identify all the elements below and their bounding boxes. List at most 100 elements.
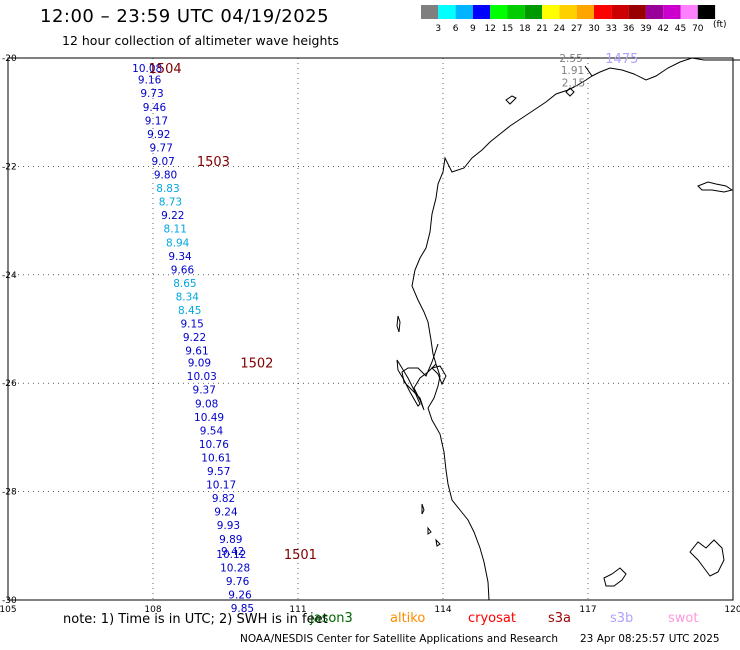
track-1475: 2.551.912.15 1475 (559, 52, 638, 89)
colorbar-swatch (455, 5, 473, 19)
colorbar-swatch (680, 5, 698, 19)
wave-height-label: 9.77 (150, 142, 173, 154)
pass-number-label: 1502 (240, 357, 273, 372)
longitude-tick-label: 114 (434, 605, 451, 612)
wave-height-label: 2.55 (559, 53, 582, 65)
colorbar-swatch (559, 5, 577, 19)
wave-height-label: 9.82 (212, 493, 235, 505)
wave-height-label: 9.24 (214, 507, 238, 519)
wave-height-label: 2.15 (562, 77, 585, 89)
wave-height-label: 9.85 (231, 603, 254, 612)
footer-credit: NOAA/NESDIS Center for Satellite Applica… (240, 633, 558, 645)
colorbar-tick-label: 70 (692, 24, 704, 34)
wave-height-label: 10.28 (220, 562, 250, 574)
longitude-tick-label: 120 (724, 605, 740, 612)
wave-height-label: 9.17 (145, 115, 168, 127)
colorbar-swatch (594, 5, 612, 19)
latitude-tick-label: -22 (2, 162, 17, 172)
colorbar-swatch (628, 5, 646, 19)
longitude-tick-label: 117 (579, 605, 596, 612)
coastline (396, 57, 740, 601)
wave-height-label: 9.22 (161, 210, 184, 222)
colorbar-swatch (421, 5, 439, 19)
colorbar-tick-label: 36 (623, 24, 635, 34)
wave-height-label: 10.12 (216, 549, 246, 561)
colorbar-swatch (576, 5, 594, 19)
wave-height-label: 9.61 (185, 346, 208, 358)
wave-height-label: 9.22 (183, 332, 206, 344)
inland-lake-south (603, 539, 725, 587)
australia-coastline (411, 65, 593, 601)
colorbar-swatch (490, 5, 508, 19)
satellite-legend-s3b: s3b (610, 611, 634, 626)
latitude-tick-label: -24 (2, 271, 17, 281)
track-1503: 9.079.808.838.739.228.118.949.349.668.65… (151, 155, 230, 358)
units-note: note: 1) Time is in UTC; 2) SWH is in fe… (63, 612, 328, 627)
latitude-tick-label: -30 (2, 596, 17, 606)
wave-height-label: 8.83 (156, 183, 179, 195)
longitude-tick-label: 108 (144, 605, 161, 612)
colorbar-tick-label: 39 (640, 24, 652, 34)
colorbar-tick-label: 18 (519, 24, 531, 34)
wave-height-label: 10.08 (132, 63, 162, 75)
pass-number-label: 1503 (197, 155, 230, 170)
wave-height-label: 9.34 (168, 251, 192, 263)
wave-height-label: 8.34 (176, 291, 200, 303)
wave-height-label: 9.09 (188, 358, 211, 370)
footer-timestamp: 23 Apr 08:25:57 UTC 2025 (580, 633, 720, 645)
wave-height-label: 10.17 (206, 480, 236, 492)
colorbar-tick-label: 9 (470, 24, 476, 34)
wave-height-label: 8.45 (178, 305, 201, 317)
latitude-tick-label: -26 (2, 379, 17, 389)
wave-height-label: 9.57 (207, 466, 230, 478)
satellite-legend-cryosat: cryosat (468, 611, 516, 626)
bernier-island (396, 315, 401, 333)
colorbar-swatch (542, 5, 560, 19)
satellite-legend-swot: swot (668, 611, 699, 626)
colorbar-swatch (663, 5, 681, 19)
colorbar-tick-label: 45 (675, 24, 686, 34)
map-frame (7, 57, 734, 601)
satellite-legend-jason3: jason3 (310, 611, 353, 626)
pass-number-label: 1501 (284, 548, 317, 563)
colorbar-swatch (472, 5, 491, 19)
wave-height-label: 8.65 (173, 278, 196, 290)
colorbar-tick-label: 30 (588, 24, 600, 34)
wave-height-label: 8.73 (159, 197, 182, 209)
map-grid: 105 108 111 114 117 120 -20 -22 -24 -26 -28 -30 (0, 54, 740, 612)
wave-height-label: 9.54 (200, 425, 224, 437)
colorbar-swatch (507, 5, 525, 19)
wave-height-label: 9.16 (138, 75, 162, 87)
altimeter-tracks: 10.089.169.73 9.469.17 9.929.77 1504 9.07 9.8… (132, 52, 638, 612)
longitude-tick-label: 105 (0, 605, 17, 612)
wave-height-label: 9.46 (143, 102, 167, 114)
wave-height-label: 9.92 (147, 129, 170, 141)
wave-height-label: 9.73 (140, 88, 163, 100)
montebello-islands (565, 87, 575, 97)
wave-height-label: 9.37 (193, 385, 216, 397)
colorbar-units: (ft) (713, 20, 727, 30)
map-title: 12:00 – 23:59 UTC 04/19/2025 (40, 6, 330, 27)
colorbar-swatch (645, 5, 664, 19)
footer: NOAA/NESDIS Center for Satellite Applica… (240, 633, 720, 645)
colorbar-tick-label: 42 (657, 24, 668, 34)
colorbar-tick-label: 24 (554, 24, 566, 34)
map-subtitle: 12 hour collection of altimeter wave hei… (62, 33, 339, 48)
inland-lake-north (697, 181, 734, 193)
wave-height-label: 10.03 (187, 371, 217, 383)
wave-height-label: 9.80 (154, 170, 177, 182)
barrow-island (505, 95, 517, 105)
dirk-hartog-island (396, 359, 421, 407)
colorbar-tick-label: 15 (502, 24, 513, 34)
latitude-tick-label: -28 (2, 488, 17, 498)
latitude-tick-label: -20 (2, 54, 17, 64)
pass-number-label: 1504 (149, 62, 182, 77)
wave-height-label: 1.91 (561, 65, 584, 77)
wave-height-label: 9.26 (228, 590, 252, 602)
colorbar-swatch (524, 5, 543, 19)
colorbar-swatch (438, 5, 456, 19)
wave-height-label: 8.94 (166, 237, 190, 249)
wave-height-label: 9.76 (226, 576, 250, 588)
